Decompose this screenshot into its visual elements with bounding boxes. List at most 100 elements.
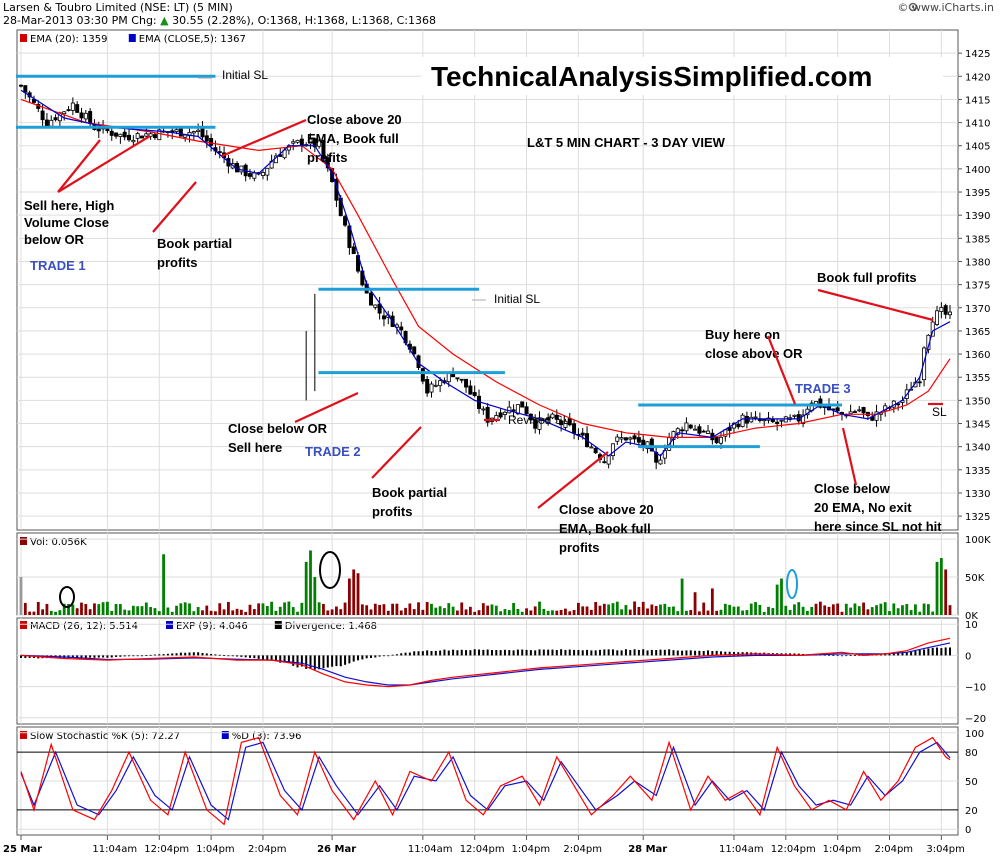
divergence-bar bbox=[305, 655, 308, 669]
volume-bar bbox=[75, 608, 79, 615]
volume-bar bbox=[702, 602, 706, 615]
divergence-bar bbox=[119, 655, 122, 657]
annotation-text: Buy here on bbox=[705, 327, 780, 342]
volume-bar bbox=[922, 603, 926, 615]
divergence-bar bbox=[153, 654, 156, 656]
price-tick-label: 1400 bbox=[965, 165, 990, 176]
gear-icon[interactable] bbox=[908, 2, 918, 12]
volume-bar bbox=[710, 588, 714, 615]
candle-body bbox=[18, 84, 23, 87]
legend-label: Slow Stochastic %K (5): 72.27 bbox=[30, 731, 180, 742]
x-tick-label: 1:04pm bbox=[196, 844, 235, 855]
volume-bar bbox=[395, 603, 399, 615]
candle-body bbox=[675, 428, 680, 435]
divergence-bar bbox=[270, 655, 273, 661]
volume-bar bbox=[179, 603, 183, 615]
volume-bar bbox=[218, 603, 222, 615]
divergence-bar bbox=[357, 655, 360, 661]
x-tick-label: 2:04pm bbox=[875, 844, 914, 855]
stochastic-tick-label: 100 bbox=[965, 729, 984, 740]
divergence-bar bbox=[789, 653, 792, 656]
price-tick-label: 1415 bbox=[965, 95, 990, 106]
divergence-bar bbox=[542, 649, 545, 656]
volume-bar bbox=[870, 607, 874, 615]
x-tick-label: 28 Mar bbox=[628, 844, 667, 855]
candle-body bbox=[580, 432, 585, 436]
volume-bar bbox=[309, 550, 312, 615]
price-tick-label: 1420 bbox=[965, 72, 990, 83]
x-tick-label: 11:04am bbox=[408, 844, 453, 855]
candle-body bbox=[835, 407, 840, 412]
divergence-bar bbox=[927, 648, 930, 656]
volume-bar bbox=[261, 603, 265, 615]
divergence-bar bbox=[659, 649, 662, 656]
volume-bar bbox=[19, 577, 23, 615]
volume-bar bbox=[637, 606, 641, 615]
divergence-bar bbox=[901, 652, 904, 656]
volume-bar bbox=[473, 611, 477, 615]
volume-bar bbox=[36, 602, 40, 615]
volume-bar bbox=[823, 605, 827, 615]
divergence-bar bbox=[694, 650, 697, 656]
candle-body bbox=[572, 423, 577, 434]
candle-body bbox=[740, 414, 745, 427]
volume-bar bbox=[313, 577, 317, 615]
candle-body bbox=[351, 246, 356, 255]
candle-body bbox=[498, 412, 503, 418]
volume-bar bbox=[183, 602, 187, 615]
divergence-bar bbox=[914, 650, 917, 656]
candle-body bbox=[455, 377, 460, 380]
candle-body bbox=[204, 135, 209, 142]
volume-bar bbox=[948, 605, 952, 615]
divergence-bar bbox=[339, 655, 342, 667]
divergence-bar bbox=[724, 651, 727, 656]
divergence-bar bbox=[918, 650, 921, 656]
divergence-bar bbox=[240, 655, 243, 657]
volume-bar bbox=[615, 601, 619, 615]
divergence-bar bbox=[910, 651, 913, 656]
divergence-bar bbox=[158, 654, 161, 656]
volume-bar bbox=[110, 610, 114, 615]
divergence-bar bbox=[892, 653, 895, 656]
legend-swatch bbox=[20, 621, 27, 629]
candle-body bbox=[472, 392, 477, 397]
candle-body bbox=[533, 419, 538, 429]
volume-bar bbox=[736, 606, 740, 615]
divergence-bar bbox=[620, 650, 623, 656]
macd-tick-label: −20 bbox=[965, 714, 986, 725]
volume-bar bbox=[797, 602, 801, 615]
volume-bar bbox=[827, 606, 831, 615]
volume-bar bbox=[598, 605, 602, 615]
volume-bar bbox=[775, 584, 779, 615]
divergence-bar bbox=[361, 655, 364, 660]
volume-bar bbox=[503, 609, 507, 615]
candle-body bbox=[23, 85, 28, 93]
divergence-bar bbox=[421, 651, 424, 656]
volume-bar bbox=[607, 604, 611, 615]
volume-bar bbox=[274, 610, 278, 615]
volume-bar bbox=[507, 610, 511, 615]
candle-body bbox=[317, 140, 322, 147]
volume-bar bbox=[577, 602, 580, 615]
candle-body bbox=[433, 384, 438, 387]
divergence-bar bbox=[482, 649, 485, 656]
volume-bar bbox=[939, 558, 943, 615]
divergence-bar bbox=[102, 655, 105, 658]
legend-swatch bbox=[128, 34, 136, 42]
candle-body bbox=[636, 437, 641, 443]
divergence-bar bbox=[322, 655, 325, 669]
volume-bar bbox=[918, 611, 922, 615]
volume-bar bbox=[373, 603, 377, 615]
price-tick-label: 1385 bbox=[965, 234, 990, 245]
divergence-bar bbox=[486, 649, 489, 656]
divergence-bar bbox=[175, 653, 178, 656]
candle-body bbox=[183, 134, 188, 138]
candle-body bbox=[420, 368, 425, 382]
volume-bar bbox=[412, 609, 416, 615]
divergence-bar bbox=[443, 649, 446, 656]
candle-body bbox=[217, 151, 222, 153]
divergence-bar bbox=[413, 651, 416, 656]
annotation-text: profits bbox=[559, 540, 599, 555]
candle-body bbox=[770, 418, 775, 423]
volume-bar bbox=[356, 573, 360, 615]
